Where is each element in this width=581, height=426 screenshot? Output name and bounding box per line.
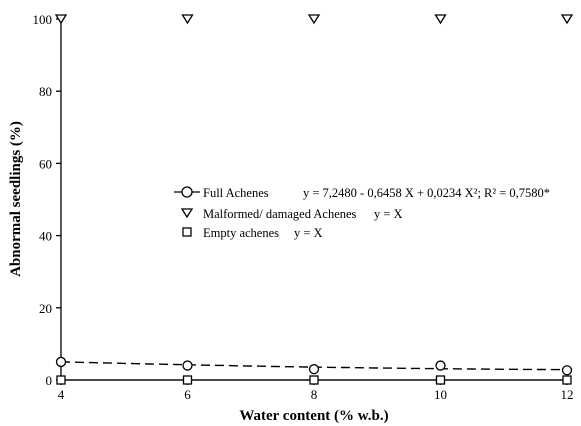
y-tick-label: 0 bbox=[46, 373, 53, 388]
y-tick-label: 20 bbox=[39, 301, 52, 316]
point-empty-achenes bbox=[56, 375, 66, 385]
legend-label-malformed-achenes: Malformed/ damaged Achenes bbox=[203, 207, 357, 221]
x-tick-label: 10 bbox=[434, 387, 447, 402]
x-tick-label: 8 bbox=[311, 387, 318, 402]
point-full-achenes bbox=[55, 356, 67, 368]
plot-area: 4 6 8 10 12 0 20 40 60 80 100 bbox=[33, 12, 574, 402]
y-tick-label: 40 bbox=[39, 229, 52, 244]
point-full-achenes bbox=[308, 364, 320, 375]
point-full-achenes bbox=[561, 365, 573, 376]
point-full-achenes bbox=[182, 360, 193, 371]
legend-equation-full-achenes: y = 7,2480 - 0,6458 X + 0,0234 X²; R² = … bbox=[303, 186, 550, 200]
point-empty-achenes bbox=[309, 375, 319, 385]
x-tick-label: 6 bbox=[184, 387, 191, 402]
point-empty-achenes bbox=[435, 375, 446, 385]
point-empty-achenes bbox=[562, 375, 572, 385]
point-malformed-achenes bbox=[434, 14, 447, 25]
y-tick-label: 100 bbox=[33, 12, 53, 27]
y-axis-ticks: 0 20 40 60 80 100 bbox=[33, 12, 61, 388]
point-malformed-achenes bbox=[181, 14, 194, 25]
point-malformed-achenes bbox=[54, 14, 68, 25]
legend-item-malformed-achenes: Malformed/ damaged Achenes y = X bbox=[180, 207, 403, 221]
legend-equation-malformed-achenes: y = X bbox=[374, 207, 403, 221]
legend-equation-empty-achenes: y = X bbox=[294, 226, 323, 240]
point-empty-achenes bbox=[182, 375, 193, 385]
legend: Full Achenes y = 7,2480 - 0,6458 X + 0,0… bbox=[174, 186, 550, 240]
point-malformed-achenes bbox=[560, 14, 574, 25]
legend-item-full-achenes: Full Achenes y = 7,2480 - 0,6458 X + 0,0… bbox=[174, 186, 550, 200]
legend-marker-circle bbox=[181, 186, 193, 198]
legend-marker-square bbox=[182, 227, 192, 237]
y-tick-label: 80 bbox=[39, 84, 52, 99]
point-full-achenes bbox=[435, 360, 446, 371]
x-axis-title: Water content (% w.b.) bbox=[239, 408, 388, 424]
y-axis-title: Abnormal seedlings (%) bbox=[8, 121, 24, 277]
legend-item-empty-achenes: Empty achenes y = X bbox=[182, 226, 323, 240]
y-tick-label: 60 bbox=[39, 156, 52, 171]
legend-label-empty-achenes: Empty achenes bbox=[203, 226, 279, 240]
point-malformed-achenes bbox=[307, 14, 321, 25]
legend-marker-triangle bbox=[180, 208, 194, 219]
legend-label-full-achenes: Full Achenes bbox=[203, 186, 269, 200]
x-tick-label: 12 bbox=[561, 387, 574, 402]
x-tick-label: 4 bbox=[58, 387, 65, 402]
data-markers bbox=[54, 14, 574, 385]
